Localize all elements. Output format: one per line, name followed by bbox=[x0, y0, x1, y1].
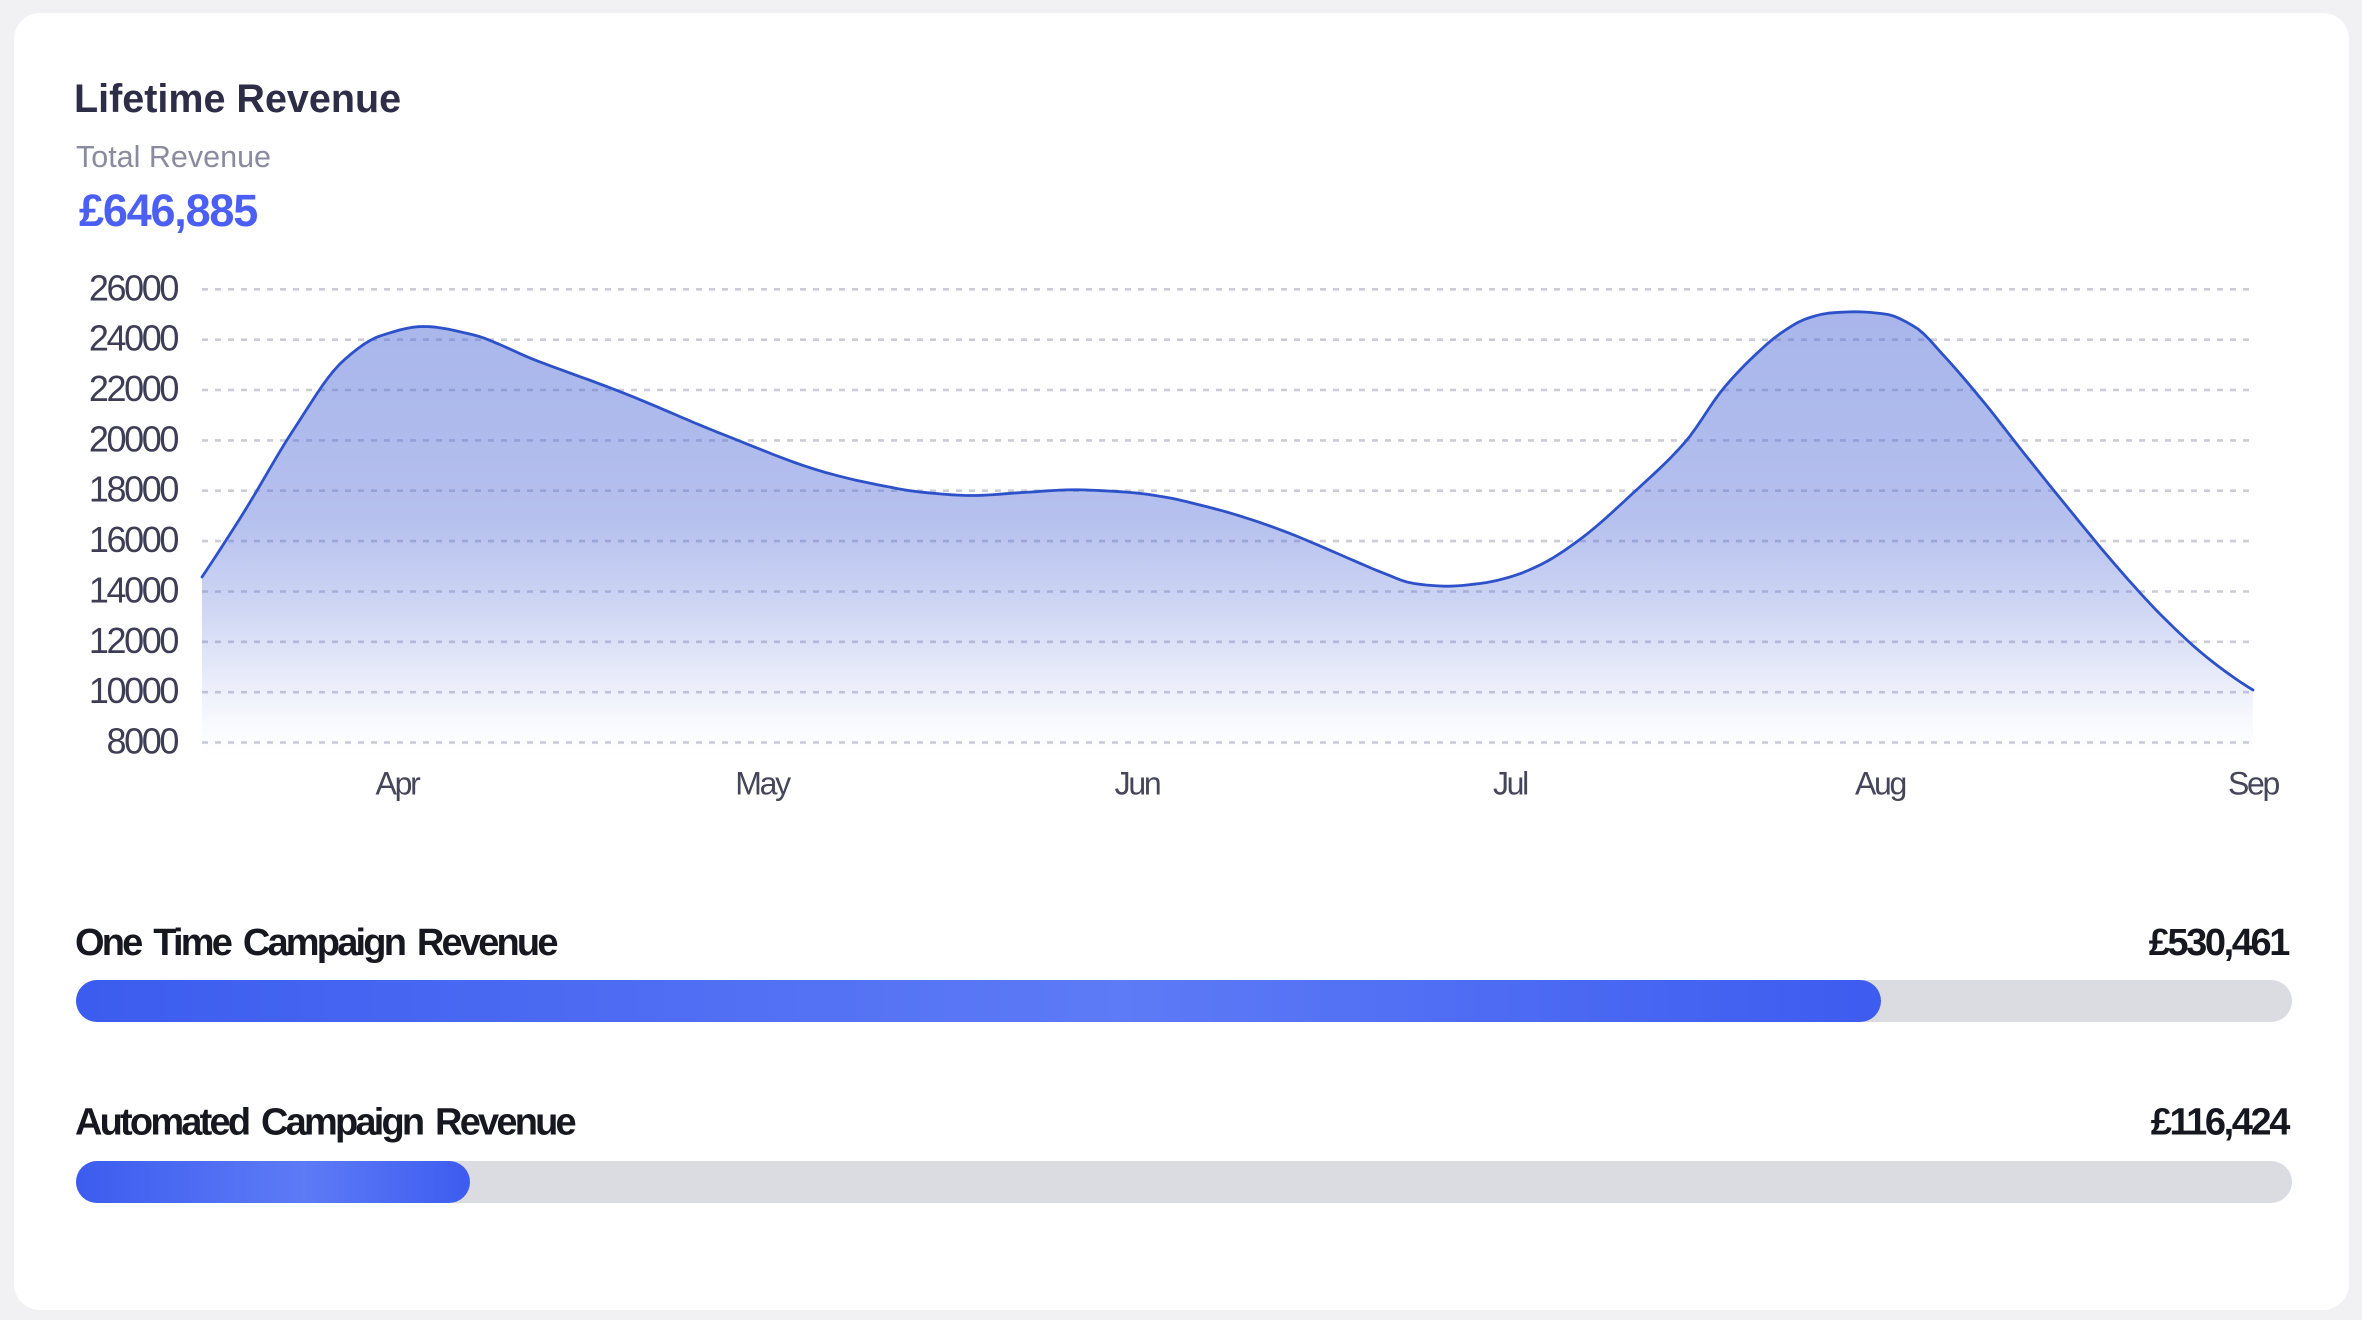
svg-text:26000: 26000 bbox=[89, 267, 178, 308]
svg-text:12000: 12000 bbox=[89, 620, 178, 661]
svg-text:Total Revenue: Total Revenue bbox=[76, 140, 271, 174]
svg-text:18000: 18000 bbox=[89, 469, 178, 510]
svg-text:£530,461: £530,461 bbox=[2149, 922, 2291, 964]
svg-text:Sep: Sep bbox=[2228, 766, 2280, 802]
svg-text:Aug: Aug bbox=[1855, 766, 1906, 802]
svg-text:24000: 24000 bbox=[89, 318, 178, 359]
svg-text:22000: 22000 bbox=[89, 368, 178, 409]
svg-text:Jun: Jun bbox=[1115, 766, 1160, 802]
svg-text:£646,885: £646,885 bbox=[79, 185, 257, 236]
svg-text:10000: 10000 bbox=[89, 670, 178, 711]
svg-text:Lifetime Revenue: Lifetime Revenue bbox=[74, 77, 401, 121]
svg-text:Apr: Apr bbox=[376, 766, 422, 802]
svg-text:One Time Campaign Revenue: One Time Campaign Revenue bbox=[75, 922, 557, 964]
svg-text:£116,424: £116,424 bbox=[2151, 1102, 2290, 1144]
svg-text:Automated Campaign Revenue: Automated Campaign Revenue bbox=[75, 1102, 576, 1144]
svg-text:8000: 8000 bbox=[107, 721, 179, 762]
svg-text:20000: 20000 bbox=[89, 418, 178, 459]
svg-text:Jul: Jul bbox=[1493, 766, 1527, 802]
svg-text:14000: 14000 bbox=[89, 570, 178, 611]
svg-text:May: May bbox=[735, 766, 791, 802]
svg-text:16000: 16000 bbox=[89, 519, 178, 560]
